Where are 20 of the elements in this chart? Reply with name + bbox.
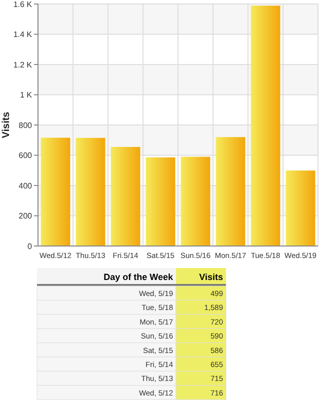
y-tick-label: 800 <box>18 120 33 130</box>
bar <box>76 138 106 246</box>
bar <box>146 157 176 246</box>
y-tick-label: 600 <box>18 151 33 160</box>
y-tick-label: 200 <box>18 212 33 221</box>
text: Visits <box>199 272 223 282</box>
y-tick-label: 1.2 K <box>13 60 33 70</box>
bar <box>286 170 316 246</box>
bar <box>216 137 246 246</box>
y-axis-title: Visits <box>1 111 12 138</box>
bar <box>40 138 70 246</box>
bar <box>110 146 140 246</box>
bar <box>250 6 280 246</box>
y-tick-label: 1.6 K <box>13 0 33 9</box>
y-tick-label: 1.4 K <box>13 30 33 40</box>
y-tick-label: 0 <box>28 242 33 251</box>
text: Day of the Week <box>104 272 174 282</box>
bar <box>180 156 210 246</box>
y-tick-label: 400 <box>18 181 33 190</box>
y-tick-label: 1 K <box>20 90 33 100</box>
